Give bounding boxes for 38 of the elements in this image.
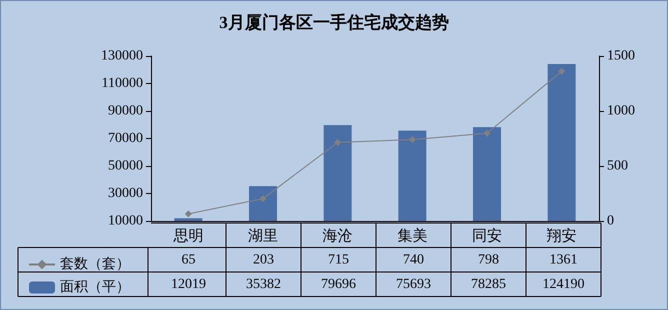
y-tick-label: 90000 — [108, 104, 143, 118]
data-label: 715 — [328, 252, 349, 268]
y2-tick-label: 1500 — [607, 48, 635, 64]
data-label: 12019 — [171, 276, 206, 292]
data-label: 798 — [478, 252, 499, 268]
y2-tick-label: 1000 — [607, 104, 635, 118]
point — [184, 210, 192, 218]
data-label: 124190 — [542, 276, 584, 292]
data-label: 1361 — [550, 252, 578, 268]
point — [558, 68, 566, 75]
x-tick-label: 翔安 — [546, 228, 577, 244]
point — [408, 136, 416, 144]
point — [334, 138, 342, 146]
y-tick-label: 130000 — [101, 48, 143, 64]
data-label: 79696 — [321, 276, 356, 292]
y-tick-label: 30000 — [108, 186, 143, 201]
y-tick-label: 50000 — [108, 158, 143, 174]
x-tick-label: 湖里 — [248, 228, 278, 244]
x-tick-label: 同安 — [472, 228, 502, 244]
x-tick-label: 集美 — [397, 228, 428, 244]
y2-tick-label: 500 — [607, 158, 628, 174]
y-tick-label: 10000 — [108, 214, 143, 228]
data-label: 75693 — [396, 276, 431, 292]
y2-tick-label: 0 — [607, 214, 614, 228]
x-tick-label: 海沧 — [322, 228, 353, 244]
x-tick-label: 思明 — [172, 228, 204, 244]
chart-title: 3月厦门各区一手住宅成交趋势 — [219, 13, 449, 32]
data-label: 35382 — [246, 276, 281, 292]
data-label: 65 — [182, 252, 196, 268]
point — [484, 130, 490, 137]
data-label: 78285 — [471, 276, 506, 292]
point — [260, 195, 266, 202]
y-tick-label: 70000 — [108, 131, 143, 146]
legend-label: 套数（套） — [60, 256, 130, 272]
legend-label: 面积（平） — [60, 280, 130, 295]
data-label: 740 — [403, 252, 424, 268]
data-label: 203 — [253, 252, 274, 268]
y-tick-label: 110000 — [102, 76, 143, 91]
